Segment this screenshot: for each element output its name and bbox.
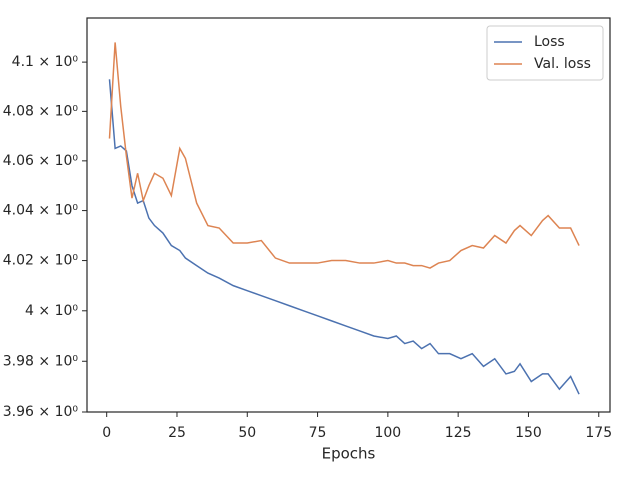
y-tick-label: 4.02 × 10⁰ xyxy=(3,253,79,269)
x-tick-label: 25 xyxy=(168,425,186,441)
y-tick-label: 3.98 × 10⁰ xyxy=(3,353,79,369)
legend-label: Loss xyxy=(534,34,565,50)
x-tick-label: 125 xyxy=(445,425,472,441)
x-tick-label: 75 xyxy=(309,425,327,441)
x-tick-label: 175 xyxy=(585,425,612,441)
plot-frame xyxy=(86,17,611,413)
x-axis-label: Epochs xyxy=(322,445,376,463)
y-tick-label: 3.96 × 10⁰ xyxy=(3,404,79,420)
y-tick-label: 4.1 × 10⁰ xyxy=(12,54,79,70)
legend-label: Val. loss xyxy=(534,56,591,72)
x-tick-label: 50 xyxy=(238,425,256,441)
y-tick-label: 4.04 × 10⁰ xyxy=(3,203,79,219)
y-tick-label: 4.08 × 10⁰ xyxy=(3,103,79,119)
x-tick-label: 100 xyxy=(374,425,401,441)
x-tick-label: 0 xyxy=(102,425,111,441)
y-tick-label: 4.06 × 10⁰ xyxy=(3,153,79,169)
series-line xyxy=(108,42,580,269)
y-tick-label: 4 × 10⁰ xyxy=(25,303,78,319)
legend-box xyxy=(486,25,604,81)
x-tick-label: 150 xyxy=(515,425,542,441)
series-line xyxy=(108,79,580,395)
